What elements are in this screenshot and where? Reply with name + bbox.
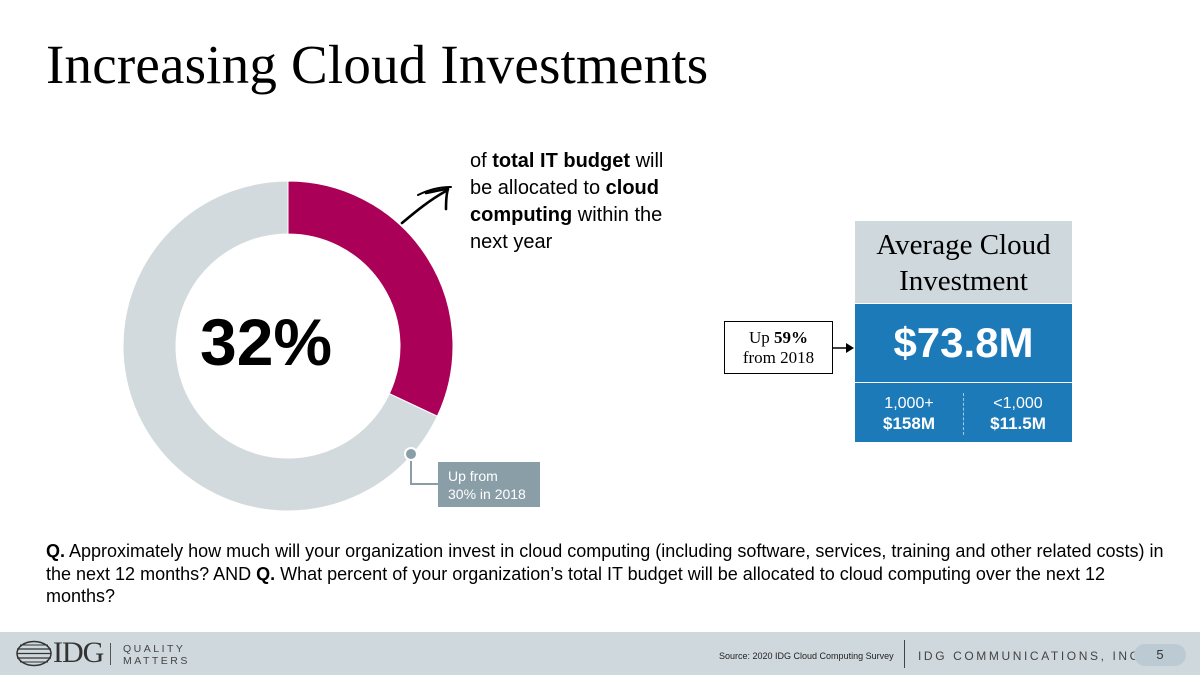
investment-header: Average Cloud Investment xyxy=(855,221,1072,303)
callout-line: Up from xyxy=(448,468,498,484)
breakdown-label: 1,000+ xyxy=(884,395,934,412)
question-text: What percent of your organization’s tota… xyxy=(46,563,1105,607)
source-note: Source: 2020 IDG Cloud Computing Survey xyxy=(719,651,894,661)
breakdown-value: $158M xyxy=(883,414,935,433)
callout-connector xyxy=(410,454,438,485)
breakdown-label: <1,000 xyxy=(993,395,1043,412)
growth-note-line: from 2018 xyxy=(742,348,815,367)
donut-chart xyxy=(122,180,454,512)
question-text: Approximately how much will your organiz… xyxy=(46,541,1164,584)
growth-percent: 59% xyxy=(774,328,809,347)
callout-dot xyxy=(404,447,418,461)
tagline: QUALITY MATTERS xyxy=(123,643,190,667)
callout-line: 30% in 2018 xyxy=(448,486,526,502)
arrow-right-icon xyxy=(833,343,854,353)
breakdown-divider xyxy=(963,393,964,435)
footer-bar: IDG QUALITY MATTERS xyxy=(0,632,1200,675)
tagline-line: MATTERS xyxy=(123,655,190,667)
footer-divider xyxy=(904,640,905,668)
page-title: Increasing Cloud Investments xyxy=(46,34,709,95)
investment-header-line: Investment xyxy=(899,265,1028,297)
budget-statement: of total IT budget will be allocated to … xyxy=(470,148,680,256)
budget-text-bold: total IT budget xyxy=(492,150,631,172)
budget-text-part: will be allocated to xyxy=(470,150,664,199)
growth-note: Up 59% from 2018 xyxy=(724,321,833,374)
page-number: 5 xyxy=(1134,644,1186,666)
breakdown-small-orgs: <1,000 $11.5M xyxy=(964,394,1072,434)
growth-prefix: Up xyxy=(748,328,775,347)
donut-slice-cloud-computing xyxy=(287,180,454,417)
investment-header-line: Average Cloud xyxy=(876,229,1051,261)
idg-globe-icon xyxy=(16,640,52,667)
tagline-line: QUALITY xyxy=(123,643,186,655)
donut-slice-other xyxy=(122,180,438,512)
survey-question: Q. Approximately how much will your orga… xyxy=(46,540,1166,608)
center-percentage: 32% xyxy=(200,305,333,379)
question-label: Q. xyxy=(256,563,276,584)
budget-text-bold: cloud computing xyxy=(470,177,659,226)
breakdown-value: $11.5M xyxy=(990,414,1046,433)
budget-text-part: within the next year xyxy=(470,204,663,253)
growth-note-line: Up 59% xyxy=(725,328,832,348)
change-callout: Up from 30% in 2018 xyxy=(438,462,540,507)
hand-drawn-arrow-icon xyxy=(400,186,452,225)
budget-text-part: of xyxy=(470,150,493,172)
company-name: IDG COMMUNICATIONS, INC. xyxy=(918,649,1147,663)
breakdown-large-orgs: 1,000+ $158M xyxy=(855,394,963,434)
investment-breakdown: 1,000+ $158M <1,000 $11.5M xyxy=(855,383,1072,442)
question-label: Q. xyxy=(46,541,66,561)
logo-divider xyxy=(110,643,111,665)
investment-value: $73.8M xyxy=(855,304,1072,382)
idg-logo: IDG xyxy=(53,636,104,669)
